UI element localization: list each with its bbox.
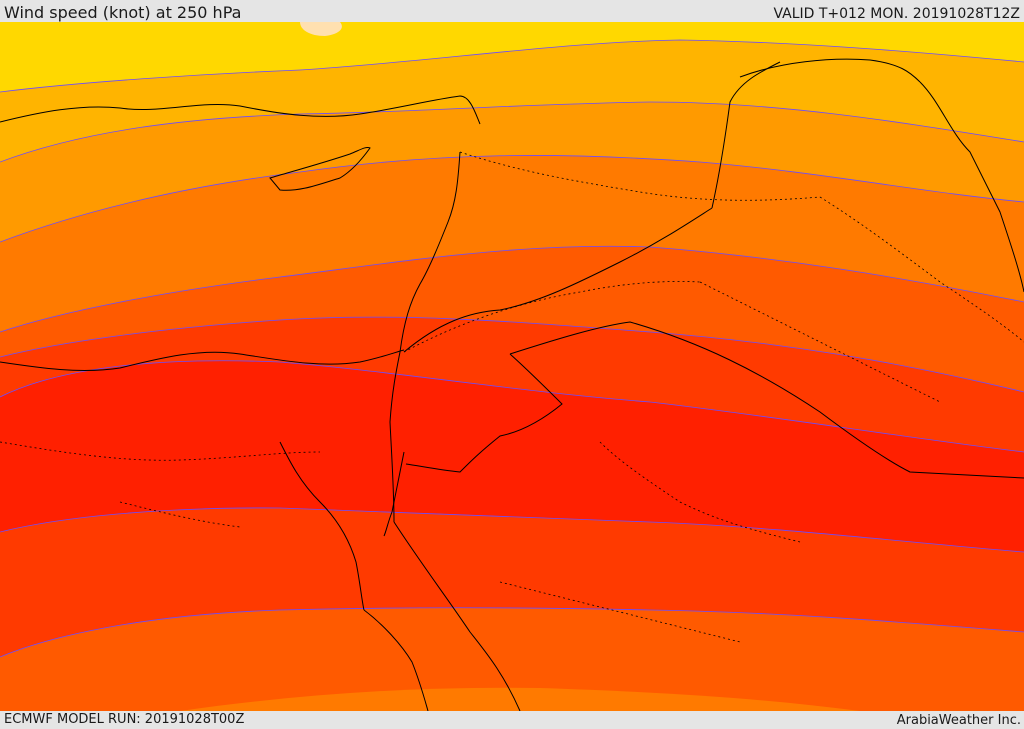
credit-label: ArabiaWeather Inc. bbox=[896, 713, 1021, 728]
egypt-north-coast bbox=[0, 349, 405, 371]
header-bar: Wind speed (knot) at 250 hPa VALID T+012… bbox=[0, 0, 1024, 22]
caspian-west bbox=[919, 81, 1024, 293]
band-gold bbox=[0, 22, 1024, 92]
map-title: Wind speed (knot) at 250 hPa bbox=[4, 3, 242, 22]
band-light-orange bbox=[0, 40, 1024, 162]
sinai-gulf-suez bbox=[279, 441, 365, 611]
band-red-lower bbox=[0, 507, 1024, 657]
red-sea-west bbox=[363, 609, 429, 711]
band-red bbox=[0, 317, 1024, 452]
band-orange-bottom bbox=[180, 687, 860, 711]
coastlines bbox=[0, 58, 1024, 711]
footer-bar: ECMWF MODEL RUN: 20191028T00Z ArabiaWeat… bbox=[0, 711, 1024, 729]
band-deep-red bbox=[0, 360, 1024, 552]
band-dark-orange bbox=[0, 155, 1024, 332]
wind-speed-bands bbox=[0, 22, 1024, 711]
political-borders bbox=[0, 151, 1024, 643]
band-orange bbox=[0, 102, 1024, 242]
solid-borders bbox=[403, 61, 1024, 479]
band-red-orange-lower bbox=[0, 607, 1024, 711]
red-sea-east bbox=[393, 521, 521, 711]
wind-speed-map bbox=[0, 22, 1024, 711]
valid-time-label: VALID T+012 MON. 20191028T12Z bbox=[773, 6, 1020, 22]
model-run-label: ECMWF MODEL RUN: 20191028T00Z bbox=[4, 712, 245, 727]
map-canvas bbox=[0, 22, 1024, 711]
peak-patch bbox=[300, 22, 342, 36]
gulf-of-aqaba bbox=[383, 451, 405, 537]
iraq-gulf-north bbox=[739, 58, 921, 83]
cyprus-outline bbox=[269, 147, 371, 191]
levant-coast bbox=[389, 151, 461, 523]
band-red-orange bbox=[0, 246, 1024, 392]
turkey-south-coast bbox=[0, 95, 481, 125]
